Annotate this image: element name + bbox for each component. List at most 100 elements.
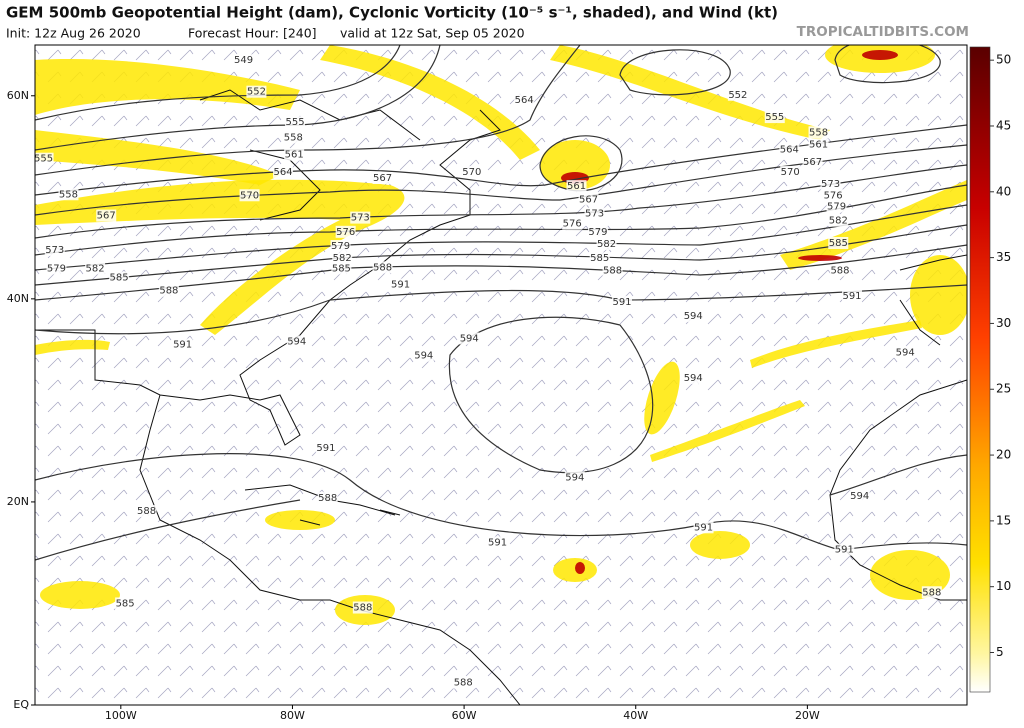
contour-label: 570 xyxy=(461,165,482,178)
contour-label-text: 582 xyxy=(597,239,616,250)
contour-label: 588 xyxy=(372,261,393,274)
contour-label-bg xyxy=(115,597,136,610)
contour-label-text: 588 xyxy=(922,587,941,598)
contour-label-bg xyxy=(764,111,785,124)
contour-label-text: 594 xyxy=(565,473,584,484)
contour-label-text: 567 xyxy=(373,173,392,184)
contour-label-bg xyxy=(136,505,157,518)
contour-label-bg xyxy=(335,225,356,238)
contour-label-bg xyxy=(96,209,117,222)
contour-label-bg xyxy=(350,211,371,224)
contour-label-text: 594 xyxy=(414,351,433,362)
contour-label: 591 xyxy=(487,536,508,549)
forecast-hour: Forecast Hour: [240] xyxy=(188,26,317,41)
contour-label: 555 xyxy=(285,116,306,129)
contour-label: 564 xyxy=(779,143,800,156)
contour-label-text: 588 xyxy=(159,286,178,297)
contour-label-text: 567 xyxy=(803,157,822,168)
contour-label-bg xyxy=(823,189,844,202)
contour-label-bg xyxy=(332,252,353,265)
contour-label-text: 594 xyxy=(684,373,703,384)
contour-label-bg xyxy=(895,346,916,359)
contour-label-text: 585 xyxy=(110,273,129,284)
contour-label-bg xyxy=(589,252,610,265)
contour-label-bg xyxy=(578,193,599,206)
contour-label-text: 582 xyxy=(86,263,105,274)
contour-label-text: 564 xyxy=(780,145,799,156)
contour-label-bg xyxy=(273,165,294,178)
contour-label-bg xyxy=(315,442,336,455)
contour-label: 564 xyxy=(273,165,294,178)
contour-label-text: 582 xyxy=(333,253,352,264)
contour-label-text: 555 xyxy=(34,154,53,165)
contour-label-text: 588 xyxy=(603,265,622,276)
contour-label-text: 594 xyxy=(896,348,915,359)
contour-label-bg xyxy=(834,543,855,556)
contour-label-bg xyxy=(413,349,434,362)
contour-label-text: 561 xyxy=(285,150,304,161)
contour-label: 594 xyxy=(564,471,585,484)
contour-label-bg xyxy=(461,165,482,178)
colorbar-label: 5 xyxy=(996,645,1004,659)
contour-label-bg xyxy=(829,264,850,277)
lon-label: 20W xyxy=(795,709,820,722)
contour-label-bg xyxy=(284,148,305,161)
contour-label-text: 561 xyxy=(567,181,586,192)
contour-label: 567 xyxy=(802,155,823,168)
contour-label-text: 576 xyxy=(824,190,843,201)
contour-label-bg xyxy=(44,244,65,257)
contour-label-text: 594 xyxy=(684,311,703,322)
source: TROPICALTIDBITS.COM xyxy=(797,24,969,40)
contour-label: 594 xyxy=(459,332,480,345)
contour-label: 591 xyxy=(390,278,411,291)
contour-label-text: 588 xyxy=(318,493,337,504)
contour-label-bg xyxy=(331,262,352,275)
contour-label-text: 579 xyxy=(827,201,846,212)
contour-label-text: 567 xyxy=(97,211,116,222)
contour-label-text: 585 xyxy=(829,238,848,249)
contour-label: 594 xyxy=(849,489,870,502)
colorbar-label: 25 xyxy=(996,382,1011,396)
contour-label: 585 xyxy=(331,262,352,275)
contour-label-bg xyxy=(85,262,106,275)
contour-label-bg xyxy=(596,238,617,251)
contour-label-bg xyxy=(283,131,304,144)
contour-label-bg xyxy=(849,489,870,502)
contour-label: 585 xyxy=(115,597,136,610)
contour-label-bg xyxy=(459,332,480,345)
contour-label: 576 xyxy=(823,189,844,202)
contour-label-text: 588 xyxy=(137,506,156,517)
contour-label: 573 xyxy=(820,178,841,191)
contour-label-bg xyxy=(233,54,254,67)
contour-label-text: 579 xyxy=(47,263,66,274)
contour-label-bg xyxy=(109,271,130,284)
contour-label-text: 558 xyxy=(59,189,78,200)
contour-label: 564 xyxy=(514,93,535,106)
contour-label: 555 xyxy=(764,111,785,124)
lon-label: 60W xyxy=(452,709,477,722)
contour-label-bg xyxy=(372,172,393,185)
contour-label: 588 xyxy=(352,601,373,614)
contour-label-text: 567 xyxy=(579,194,598,205)
contour-label: 579 xyxy=(46,262,67,275)
contour-label-text: 591 xyxy=(488,538,507,549)
map-frame xyxy=(34,44,968,706)
colorbar-label: 35 xyxy=(996,250,1011,264)
contour-label: 582 xyxy=(332,252,353,265)
contour-label-bg xyxy=(46,262,67,275)
contour-label-bg xyxy=(487,536,508,549)
lon-label: 100W xyxy=(105,709,137,722)
contour-label-text: 564 xyxy=(273,167,292,178)
contour-label: 567 xyxy=(372,172,393,185)
colorbar-label: 15 xyxy=(996,513,1011,527)
contour-label-text: 591 xyxy=(391,280,410,291)
contour-label: 588 xyxy=(453,676,474,689)
contour-label-text: 558 xyxy=(284,132,303,143)
colorbar xyxy=(969,46,991,693)
contour-label: 582 xyxy=(596,238,617,251)
contour-label-text: 564 xyxy=(515,95,534,106)
colorbar-label: 45 xyxy=(996,118,1011,132)
contour-label-bg xyxy=(693,521,714,534)
contour-label-text: 582 xyxy=(829,216,848,227)
